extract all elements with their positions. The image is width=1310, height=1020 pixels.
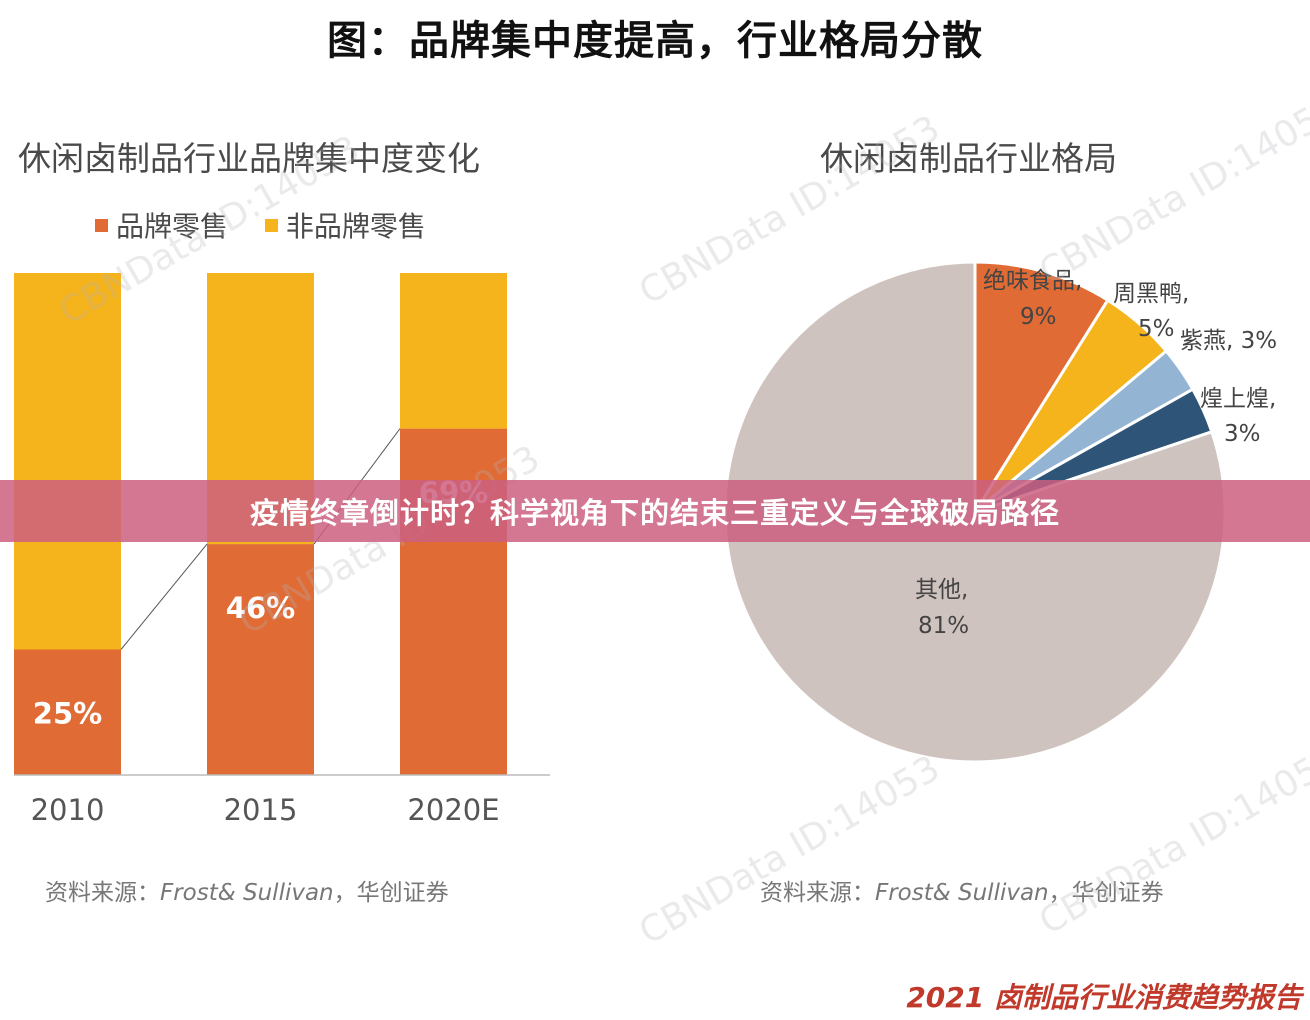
pie-label-ziyan: 紫燕, 3% bbox=[1180, 328, 1277, 354]
source-prefix: 资料来源： bbox=[760, 880, 875, 906]
bar-non-brand-2020E bbox=[400, 273, 507, 429]
source-prefix: 资料来源： bbox=[45, 880, 160, 906]
source-suffix: ，华创证券 bbox=[333, 880, 449, 906]
bar-chart-legend: 品牌零售 非品牌零售 bbox=[95, 205, 454, 245]
pie-label-other-name: 其他, bbox=[915, 577, 968, 603]
trend-connector-line bbox=[120, 543, 208, 650]
headline-banner-text: 疫情终章倒计时？科学视角下的结束三重定义与全球破局路径 bbox=[249, 496, 1060, 530]
legend-swatch-brand bbox=[95, 218, 108, 232]
pie-label-huangshanghuang-name: 煌上煌, bbox=[1200, 386, 1276, 412]
bar-brand-2010 bbox=[14, 649, 121, 775]
legend-swatch-non-brand bbox=[264, 218, 278, 232]
bar-chart-source: 资料来源：Frost& Sullivan，华创证券 bbox=[45, 873, 449, 907]
pie-chart-source: 资料来源：Frost& Sullivan，华创证券 bbox=[760, 873, 1164, 907]
pie-label-juewei-name: 绝味食品, bbox=[983, 268, 1082, 294]
x-tick-label-2010: 2010 bbox=[31, 793, 105, 827]
source-italic: Frost& Sullivan bbox=[160, 880, 334, 906]
pie-label-other-value: 81% bbox=[918, 613, 969, 639]
bar-non-brand-2010 bbox=[14, 273, 121, 650]
pie-chart-title: 休闲卤制品行业格局 bbox=[820, 139, 1117, 178]
x-tick-label-2020E: 2020E bbox=[407, 793, 499, 827]
footer-report-title: 2021 卤制品行业消费趋势报告 bbox=[906, 981, 1302, 1014]
source-suffix: ，华创证券 bbox=[1048, 880, 1164, 906]
pie-label-juewei-value: 9% bbox=[1020, 304, 1057, 330]
legend-label-brand: 品牌零售 bbox=[116, 210, 229, 243]
headline-banner[interactable]: 疫情终章倒计时？科学视角下的结束三重定义与全球破局路径 bbox=[0, 480, 1310, 542]
bar-brand-2015 bbox=[207, 544, 314, 775]
bar-value-label-2010: 25% bbox=[33, 697, 102, 731]
x-tick-label-2015: 2015 bbox=[224, 793, 298, 827]
pie-label-zhouheiya-value: 5% bbox=[1138, 316, 1175, 342]
bar-value-label-2015: 46% bbox=[226, 591, 295, 625]
legend-item-non-brand: 非品牌零售 bbox=[264, 205, 426, 245]
bar-chart-title: 休闲卤制品行业品牌集中度变化 bbox=[18, 139, 480, 178]
legend-label-non-brand: 非品牌零售 bbox=[285, 210, 426, 243]
pie-label-huangshanghuang-value: 3% bbox=[1224, 421, 1261, 447]
page-title: 图：品牌集中度提高，行业格局分散 bbox=[327, 18, 983, 64]
legend-item-brand: 品牌零售 bbox=[95, 205, 228, 245]
source-italic: Frost& Sullivan bbox=[875, 880, 1049, 906]
pie-slice-绝味食品 bbox=[973, 260, 1110, 518]
pie-label-zhouheiya-name: 周黑鸭, bbox=[1113, 281, 1189, 307]
